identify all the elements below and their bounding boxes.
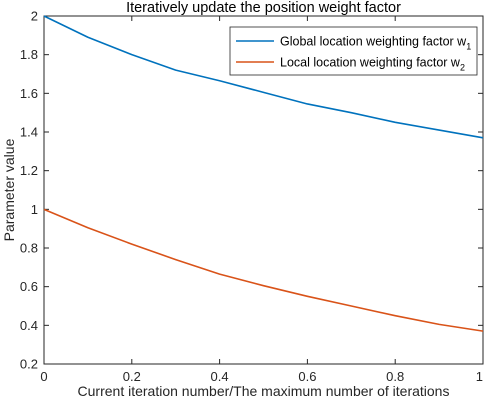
- legend: Global location weighting factor w1Local…: [229, 26, 478, 76]
- series-layer: [43, 15, 484, 332]
- y-tick-label: 1.2: [20, 163, 38, 178]
- x-tick-label: 1: [476, 369, 483, 384]
- x-axis: 0 0.2 0.4 0.6 0.8 1: [40, 16, 484, 384]
- legend-box: [229, 26, 478, 76]
- y-tick-label: 0.4: [20, 318, 38, 333]
- y-tick-label: 0.8: [20, 241, 38, 256]
- series-line-1: [43, 15, 484, 139]
- series-line-2: [43, 208, 484, 332]
- x-tick-label: 0.2: [123, 369, 141, 384]
- x-tick-label: 0.8: [386, 369, 404, 384]
- x-tick-label: 0.6: [298, 369, 316, 384]
- chart-title: Iteratively update the position weight f…: [126, 0, 401, 16]
- x-tick-label: 0.4: [211, 369, 229, 384]
- legend-label-subscript: 2: [460, 63, 465, 73]
- y-tick-label: 0.2: [20, 357, 38, 372]
- legend-label-text: Global location weighting factor w: [280, 35, 467, 49]
- y-tick-label: 0.6: [20, 279, 38, 294]
- y-tick-label: 1: [31, 202, 38, 217]
- y-axis-label: Parameter value: [1, 138, 17, 241]
- legend-label-2: Local location weighting factor w2: [280, 56, 465, 73]
- legend-label-subscript: 1: [466, 42, 471, 52]
- y-tick-label: 1.4: [20, 125, 38, 140]
- legend-label-text: Local location weighting factor w: [280, 56, 461, 70]
- y-axis: 0.2 0.4 0.6 0.8 1 1.2 1.4 1.6 1.8 2: [20, 9, 483, 372]
- y-tick-label: 2: [31, 9, 38, 24]
- y-tick-label: 1.8: [20, 47, 38, 62]
- x-axis-label: Current iteration number/The maximum num…: [78, 383, 450, 399]
- y-tick-label: 1.6: [20, 86, 38, 101]
- x-tick-label: 0: [40, 369, 47, 384]
- legend-items: Global location weighting factor w1Local…: [236, 35, 471, 73]
- legend-label-1: Global location weighting factor w1: [280, 35, 471, 52]
